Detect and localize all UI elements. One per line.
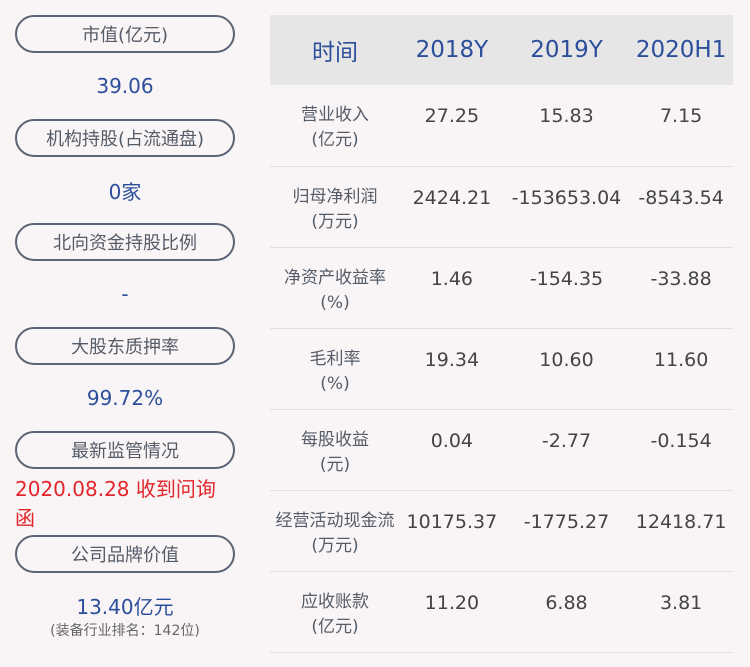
metric-label: 最新监管情况 [15, 431, 235, 469]
metric-value: - [121, 282, 129, 306]
table-row: 每股收益 (元) 0.04 -2.77 -0.154 [270, 409, 733, 491]
table-cell: 0.04 [400, 409, 504, 491]
metric-unit: (亿元) [311, 130, 359, 150]
financial-table: 时间 2018Y 2019Y 2020H1 营业收入 (亿元) 27.25 15.83 7.1… [270, 15, 733, 653]
table-cell: -154.35 [503, 247, 630, 329]
column-header: 2018Y [400, 15, 504, 85]
table-row: 经营活动现金流 (万元) 10175.37 -1775.27 12418.71 [270, 490, 733, 572]
metric-unit: (万元) [311, 211, 359, 232]
regulatory-status: 2020.08.28 收到问询函 [15, 477, 216, 530]
metric-unit: (元) [319, 454, 351, 475]
stock-summary-panel: 市值(亿元) 39.06 机构持股(占流通盘) 0家 北向资金持股比例 - 大股… [15, 15, 235, 653]
metric-value: 13.40亿元 [76, 595, 174, 619]
metric-name: 净资产收益率 [284, 267, 386, 288]
row-label: 归母净利润 (万元) [270, 166, 400, 248]
row-label: 营业收入 (亿元) [270, 85, 400, 167]
table-cell: -1775.27 [503, 490, 630, 572]
row-label: 经营活动现金流 (万元) [270, 490, 400, 572]
table-cell: 3.81 [629, 571, 733, 653]
metric-value: 0家 [108, 179, 142, 204]
table-cell: 11.60 [629, 328, 733, 410]
metric-label: 机构持股(占流通盘) [15, 119, 235, 157]
metric-label: 北向资金持股比例 [15, 223, 235, 261]
table-cell: 1.46 [400, 247, 504, 329]
table-cell: -33.88 [629, 247, 733, 329]
table-cell: 10175.37 [400, 490, 504, 572]
row-label: 应收账款 (亿元) [270, 571, 400, 653]
metric-label: 市值(亿元) [15, 15, 235, 53]
table-row: 归母净利润 (万元) 2424.21 -153653.04 -8543.54 [270, 166, 733, 248]
row-label: 每股收益 (元) [270, 409, 400, 491]
table-cell: 10.60 [503, 328, 630, 410]
table-cell: -153653.04 [503, 166, 630, 248]
brand-value: 13.40亿元 (装备行业排名：142位) [15, 573, 235, 653]
table-cell: 6.88 [503, 571, 630, 653]
metric-name: 每股收益 [301, 429, 369, 450]
metric-name: 营业收入 [301, 105, 369, 125]
table-cell: 7.15 [629, 85, 733, 167]
column-header: 时间 [270, 15, 400, 85]
metric-name: 归母净利润 [292, 186, 378, 207]
column-header: 2020H1 [629, 15, 733, 85]
metric-label: 公司品牌价值 [15, 535, 235, 573]
metric-unit: (%) [320, 292, 350, 313]
column-header: 2019Y [503, 15, 630, 85]
table-row: 毛利率 (%) 19.34 10.60 11.60 [270, 328, 733, 410]
metric-name: 毛利率 [309, 348, 361, 369]
metric-value: 99.72% [86, 386, 164, 410]
metric-value: 39.06 [96, 74, 154, 98]
table-cell: 27.25 [400, 85, 504, 167]
metric-unit: (万元) [311, 535, 359, 556]
table-cell: -8543.54 [629, 166, 733, 248]
table-cell: 12418.71 [629, 490, 733, 572]
metric-name: 应收账款 [301, 591, 369, 612]
table-cell: -0.154 [629, 409, 733, 491]
table-row: 净资产收益率 (%) 1.46 -154.35 -33.88 [270, 247, 733, 329]
table-cell: 15.83 [503, 85, 630, 167]
row-label: 毛利率 (%) [270, 328, 400, 410]
metric-label: 大股东质押率 [15, 327, 235, 365]
table-row: 应收账款 (亿元) 11.20 6.88 3.81 [270, 571, 733, 653]
table-cell: 19.34 [400, 328, 504, 410]
metric-name: 经营活动现金流 [275, 510, 395, 531]
table-cell: 11.20 [400, 571, 504, 653]
industry-rank-note: (装备行业排名：142位) [50, 623, 200, 639]
row-label: 净资产收益率 (%) [270, 247, 400, 329]
metric-unit: (%) [320, 373, 350, 394]
table-cell: 2424.21 [400, 166, 504, 248]
table-row: 营业收入 (亿元) 27.25 15.83 7.15 [270, 85, 733, 167]
metric-unit: (亿元) [311, 616, 359, 637]
table-cell: -2.77 [503, 409, 630, 491]
